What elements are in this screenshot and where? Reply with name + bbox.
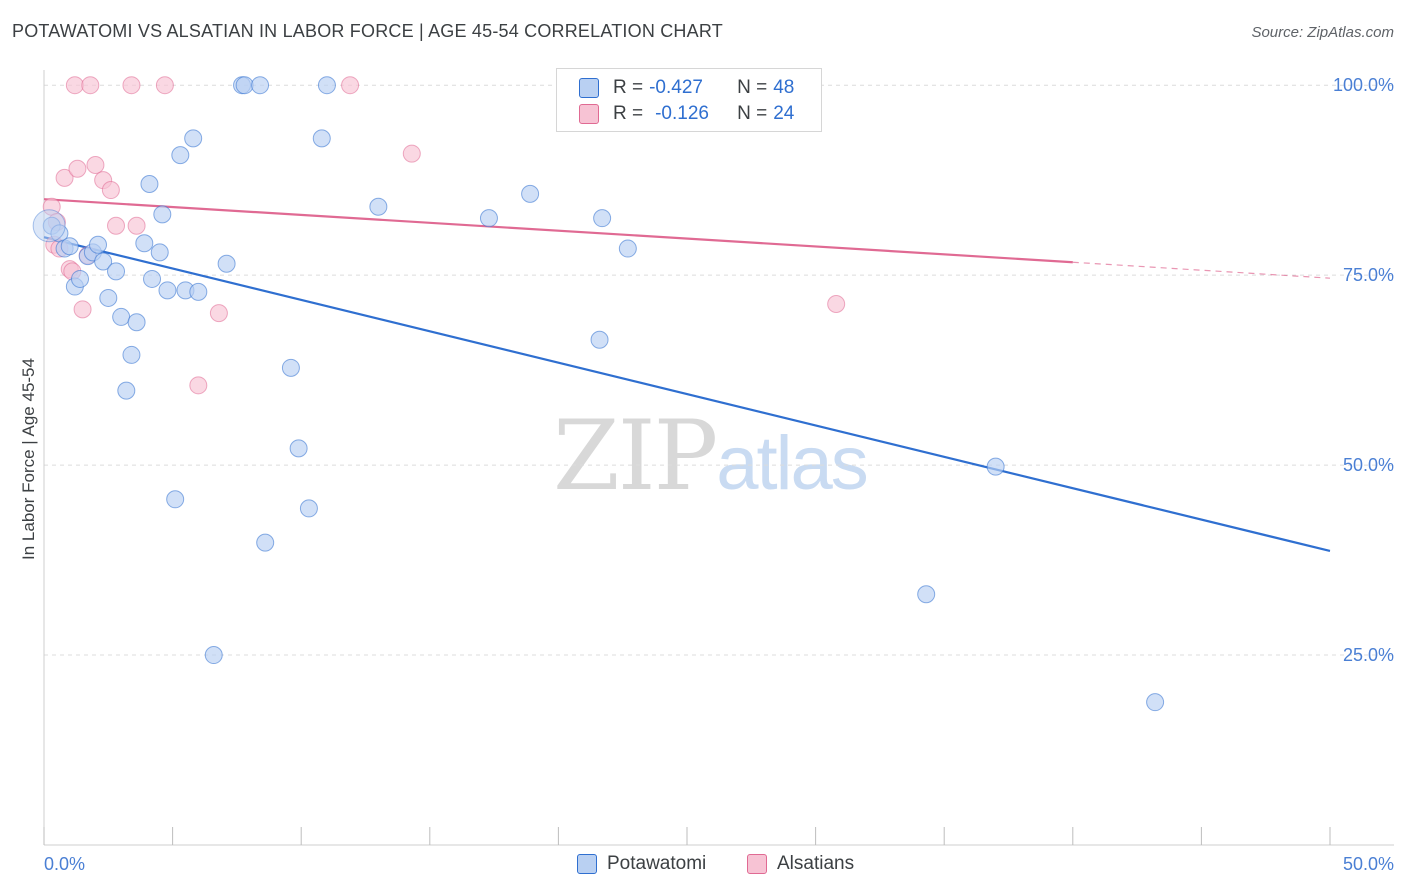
point-potawatomi	[312, 129, 331, 148]
watermark-zip: ZIP	[553, 400, 718, 512]
point-cluster	[32, 209, 66, 243]
point-alsatians	[122, 76, 141, 95]
point-potawatomi	[593, 209, 612, 228]
point-potawatomi	[618, 239, 637, 258]
point-alsatians	[86, 155, 105, 174]
point-potawatomi	[71, 269, 90, 288]
point-alsatians	[107, 216, 126, 235]
point-potawatomi	[150, 243, 169, 262]
point-potawatomi	[479, 209, 498, 228]
r-label: R =	[613, 103, 644, 124]
watermark-atlas: atlas	[716, 421, 869, 506]
point-potawatomi	[256, 533, 275, 552]
point-potawatomi	[986, 457, 1005, 476]
source-credit: Source: ZipAtlas.com	[1251, 24, 1394, 41]
point-potawatomi	[135, 234, 154, 253]
data-points	[32, 76, 1165, 712]
point-potawatomi	[158, 281, 177, 300]
point-potawatomi	[153, 205, 172, 224]
point-potawatomi	[1146, 693, 1165, 712]
trend-line-potawatomi	[43, 236, 1331, 553]
point-alsatians	[402, 144, 421, 163]
y-tick-label: 25.0%	[1343, 645, 1394, 665]
point-alsatians	[68, 159, 87, 178]
chart-title: POTAWATOMI VS ALSATIAN IN LABOR FORCE | …	[12, 21, 723, 41]
point-potawatomi	[89, 235, 108, 254]
r-value: -0.427	[649, 77, 703, 98]
bottom-legend-potawatomi: Potawatomi	[577, 852, 706, 876]
point-alsatians	[155, 76, 174, 95]
trend-lines	[43, 198, 1331, 553]
point-potawatomi	[140, 174, 159, 193]
point-potawatomi	[117, 381, 136, 400]
y-tick-label: 100.0%	[1333, 75, 1394, 95]
point-alsatians	[73, 300, 92, 319]
point-potawatomi	[289, 439, 308, 458]
point-alsatians	[189, 376, 208, 395]
point-potawatomi	[281, 358, 300, 377]
x-tick-label: 50.0%	[1343, 854, 1394, 874]
point-potawatomi	[107, 262, 126, 281]
r-label: R =	[613, 77, 644, 98]
legend-row-potawatomi: R = -0.427 N = 48	[579, 76, 794, 100]
point-potawatomi	[369, 197, 388, 216]
r-value: -0.126	[655, 103, 709, 124]
legend-row-alsatians: R = -0.126 N = 24	[579, 102, 794, 126]
point-alsatians	[65, 76, 84, 95]
point-alsatians	[55, 168, 74, 187]
y-tick-label: 50.0%	[1343, 455, 1394, 475]
point-alsatians	[81, 76, 100, 95]
alsatians-label: Alsatians	[777, 853, 855, 874]
n-value: 48	[773, 77, 795, 98]
trend-extension-alsatians	[1072, 261, 1331, 279]
alsatians-swatch	[579, 104, 599, 124]
stats-legend: R = -0.427 N = 48 R = -0.126 N = 24	[556, 68, 822, 132]
bottom-legend-alsatians: Alsatians	[747, 852, 854, 876]
point-alsatians	[827, 295, 846, 314]
point-potawatomi	[143, 269, 162, 288]
alsatians-swatch	[747, 854, 767, 874]
watermark: ZIPatlas	[553, 400, 869, 512]
point-alsatians	[127, 216, 146, 235]
point-potawatomi	[94, 252, 113, 271]
tick-labels: 25.0% 50.0% 75.0% 100.0% 0.0% 50.0%	[44, 75, 1394, 874]
point-alsatians	[341, 76, 360, 95]
point-potawatomi	[171, 146, 190, 165]
trend-line-alsatians	[43, 198, 1073, 264]
point-alsatians	[101, 181, 120, 200]
point-potawatomi	[166, 490, 185, 509]
n-label: N =	[737, 77, 768, 98]
point-potawatomi	[112, 307, 131, 326]
point-potawatomi	[521, 184, 540, 203]
point-alsatians	[209, 304, 228, 323]
point-potawatomi	[317, 76, 336, 95]
point-potawatomi	[235, 76, 254, 95]
grid-lines	[44, 84, 1394, 656]
x-tick-label: 0.0%	[44, 854, 85, 874]
point-potawatomi	[122, 345, 141, 364]
n-label: N =	[737, 103, 768, 124]
point-potawatomi	[184, 129, 203, 148]
point-potawatomi	[917, 585, 936, 604]
point-potawatomi	[590, 330, 609, 349]
axes	[43, 70, 1394, 846]
n-value: 24	[773, 103, 795, 124]
point-potawatomi	[217, 254, 236, 273]
point-potawatomi	[60, 237, 79, 256]
potawatomi-label: Potawatomi	[607, 853, 707, 874]
potawatomi-swatch	[577, 854, 597, 874]
point-potawatomi	[299, 499, 318, 518]
point-potawatomi	[189, 282, 208, 301]
point-potawatomi	[99, 288, 118, 307]
potawatomi-swatch	[579, 78, 599, 98]
point-potawatomi	[251, 76, 270, 95]
point-potawatomi	[127, 313, 146, 332]
y-tick-label: 75.0%	[1343, 265, 1394, 285]
point-potawatomi	[204, 646, 223, 665]
